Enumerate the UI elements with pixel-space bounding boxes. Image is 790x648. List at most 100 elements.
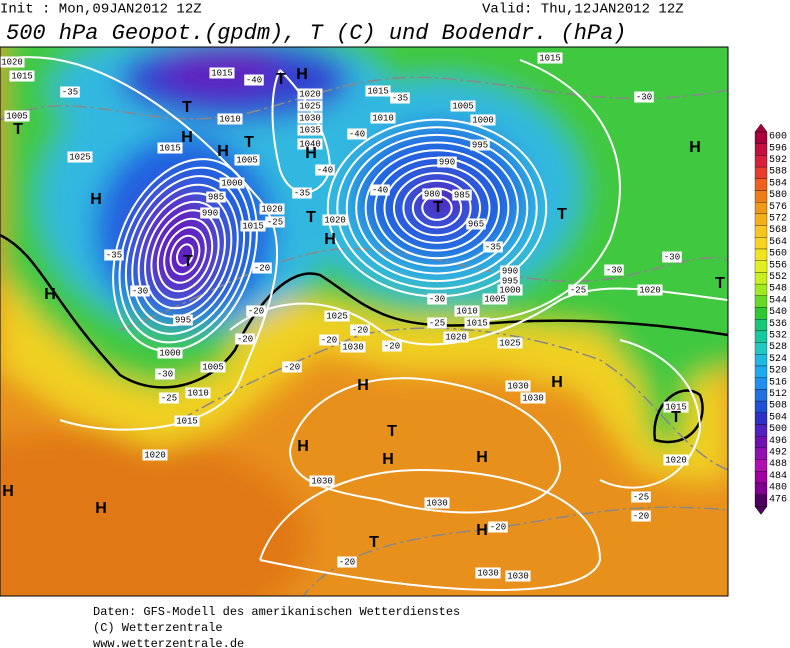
isobar-label-bg [340, 341, 366, 353]
temperature-label-bg [483, 241, 503, 253]
temperature-label: -35 [106, 250, 122, 260]
isobar-ring [131, 183, 239, 327]
temperature-label: -20 [339, 557, 355, 567]
isobar-label-bg [437, 156, 457, 168]
isobar-label: 965 [468, 219, 484, 229]
isobar-label-bg [142, 449, 168, 461]
temperature-label-bg [315, 164, 335, 176]
colorbar-cell [754, 283, 768, 296]
isobar-label: 1000 [221, 178, 243, 188]
isobar-label: 1040 [299, 139, 321, 149]
isobar-label-bg [297, 112, 323, 124]
pressure-center: T [276, 71, 286, 88]
isobar-label-bg [234, 154, 260, 166]
colorbar-label: 476 [769, 494, 787, 505]
isobar-label-bg [520, 392, 546, 404]
colorbar-label: 488 [769, 459, 787, 470]
isobar-label-bg [259, 203, 285, 215]
colorbar-label: 508 [769, 401, 787, 412]
footer-source: Daten: GFS-Modell des amerikanischen Wet… [93, 605, 460, 619]
isobar-label-bg [174, 415, 200, 427]
temperature-label: -35 [294, 188, 310, 198]
isobar-label: 980 [424, 189, 440, 199]
isobar-label: 1025 [299, 101, 321, 111]
temperature-label-bg [252, 262, 272, 274]
footer-copyright: (C) Wetterzentrale [93, 621, 223, 635]
isobar-label-bg [209, 67, 235, 79]
colorbar-cell [754, 459, 768, 472]
isobar-ring [176, 243, 194, 267]
colorbar-label: 524 [769, 354, 787, 365]
colorbar-label: 492 [769, 448, 787, 459]
isobar-label-bg [9, 70, 35, 82]
isobar-label-bg [637, 284, 663, 296]
temperature-label-bg [282, 361, 302, 373]
isobar-label: 990 [439, 157, 455, 167]
pressure-center: T [13, 121, 23, 138]
isobar-label-bg [200, 207, 220, 219]
colorbar-cell [754, 354, 768, 367]
isobar-ring [402, 179, 472, 237]
temperature-label: -20 [284, 362, 300, 372]
temperature-label-bg [292, 187, 312, 199]
pressure-center: H [476, 449, 488, 466]
isobar-label: 1000 [159, 348, 181, 358]
isobar-ring [118, 166, 252, 344]
temperature-label-bg [130, 285, 150, 297]
isobar-label: 1020 [665, 455, 687, 465]
colorbar-cell [754, 248, 768, 261]
isobar-label-bg [206, 191, 226, 203]
temperature-label: -30 [664, 252, 680, 262]
temperature-label-bg [235, 333, 255, 345]
colorbar-cell [754, 494, 768, 507]
pressure-center: H [95, 500, 107, 517]
pressure-center: H [324, 231, 336, 248]
temperature-label: -30 [606, 265, 622, 275]
isobar-ring [374, 156, 500, 260]
isobar-label: 1020 [299, 89, 321, 99]
temperature-label: -20 [490, 522, 506, 532]
temperature-label: -40 [372, 185, 388, 195]
temperature-label: -25 [429, 318, 445, 328]
isobar-label: 1015 [367, 86, 389, 96]
map-area: 1020 1015 1005 1025 1015 1010 1015 1020 1025 1030… [0, 47, 728, 596]
temperature-label: -20 [248, 306, 264, 316]
isobar-label-bg [505, 570, 531, 582]
pressure-center: T [671, 409, 681, 426]
colorbar-cell [754, 202, 768, 215]
isobar-label-bg [443, 331, 469, 343]
colorbar-label: 532 [769, 331, 787, 342]
colorbar-cell [754, 471, 768, 484]
colorbar-cell [754, 447, 768, 460]
temperature-label-bg [159, 392, 179, 404]
isobar-label: 1015 [665, 402, 687, 412]
colorbar-label: 564 [769, 237, 787, 248]
colorbar-cell [754, 330, 768, 343]
isobar-ring [169, 234, 201, 276]
temperature-label-bg [427, 317, 447, 329]
pressure-center: H [2, 483, 14, 500]
temperature-label-bg [104, 249, 124, 261]
colorbar-cell [754, 213, 768, 226]
isobar-label-bg [497, 337, 523, 349]
isobar-label-bg [500, 275, 520, 287]
temperature-label-bg [370, 184, 390, 196]
isobar-label: 1025 [499, 338, 521, 348]
geopotential-552-contour [0, 233, 728, 444]
colorbar-cell [754, 412, 768, 425]
colorbar-label: 520 [769, 366, 787, 377]
colorbar-cell [754, 307, 768, 320]
isobar-label: 1020 [1, 57, 23, 67]
isobar-label-bg [537, 52, 563, 64]
pressure-center: H [476, 522, 488, 539]
isobar-label-bg [297, 100, 323, 112]
map-frame [0, 46, 729, 597]
colorbar-cell [754, 400, 768, 413]
isobar-label: 990 [202, 208, 218, 218]
isobar-label-bg [185, 387, 211, 399]
colorbar-label: 592 [769, 155, 787, 166]
pressure-center: T [433, 199, 443, 216]
isobar-label: 1030 [477, 568, 499, 578]
isobar-label-bg [424, 497, 450, 509]
